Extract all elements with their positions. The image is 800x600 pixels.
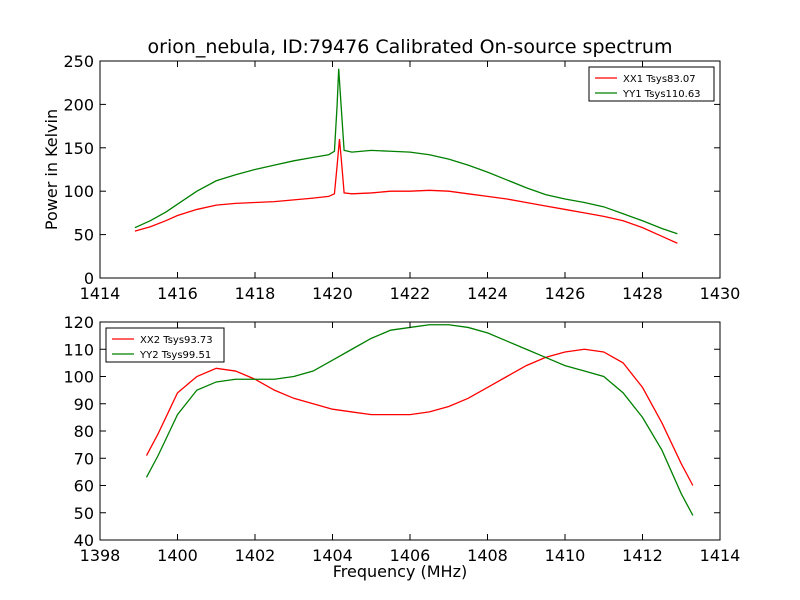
x-tick-label: 1404 (312, 546, 353, 565)
y-tick-label: 40 (74, 531, 94, 550)
y-tick-label: 110 (63, 340, 94, 359)
y-tick-label: 250 (63, 52, 94, 71)
legend-label: XX1 Tsys83.07 (623, 74, 696, 85)
y-tick-label: 100 (63, 368, 94, 387)
legend-box (105, 327, 225, 363)
x-tick-label: 1402 (235, 546, 276, 565)
y-axis-title: Power in Kelvin (42, 109, 61, 230)
x-tick-label: 1400 (157, 546, 198, 565)
series-line-2 (134, 68, 678, 235)
figure-title: orion_nebula, ID:79476 Calibrated On-sou… (148, 36, 673, 58)
legend-box (588, 66, 715, 102)
x-tick-label: 1410 (545, 546, 586, 565)
y-tick-label: 200 (63, 95, 94, 114)
legend: XX1 Tsys83.07 YY1 Tsys110.63 (588, 66, 715, 102)
y-tick-label: 60 (74, 477, 94, 496)
y-tick-label: 80 (74, 422, 94, 441)
chart-panel-2: 1398 1400 1402 1404 1406 1408 1410 1412 1414 40 50… (63, 313, 740, 581)
y-tick-label: 70 (74, 449, 94, 468)
x-tick-label: 1430 (700, 284, 741, 303)
x-tick-label: 1424 (467, 284, 508, 303)
x-tick-label: 1414 (700, 546, 741, 565)
legend: XX2 Tsys93.73 YY2 Tsys99.51 (105, 327, 225, 363)
x-tick-label: 1406 (390, 546, 431, 565)
series-line-1 (134, 139, 678, 244)
y-tick-label: 150 (63, 139, 94, 158)
x-axis-title: Frequency (MHz) (333, 562, 467, 581)
x-tick-label: 1412 (622, 546, 663, 565)
y-tick-label: 50 (74, 226, 94, 245)
plots-layer: 1414 1416 1418 1420 1422 1424 1426 1428 14300501… (42, 52, 740, 581)
x-tick-label: 1416 (157, 284, 198, 303)
x-tick-label: 1428 (622, 284, 663, 303)
x-tick-label: 1408 (467, 546, 508, 565)
y-tick-label: 120 (63, 313, 94, 332)
x-tick-label: 1426 (545, 284, 586, 303)
legend-label: XX2 Tsys93.73 (140, 335, 213, 346)
x-tick-label: 1420 (312, 284, 353, 303)
x-tick-label: 1422 (390, 284, 431, 303)
chart-panel-1: 1414 1416 1418 1420 1422 1424 1426 1428 1430 0 50 1… (42, 52, 740, 303)
x-tick-label: 1418 (235, 284, 276, 303)
y-tick-label: 50 (74, 504, 94, 523)
series-line-1 (145, 348, 694, 486)
x-tick-label: 1398 (80, 546, 121, 565)
legend-label: YY1 Tsys110.63 (622, 89, 701, 100)
y-tick-label: 0 (84, 269, 94, 288)
x-tick-label: 1414 (80, 284, 121, 303)
y-tick-label: 90 (74, 395, 94, 414)
y-tick-label: 100 (63, 182, 94, 201)
legend-label: YY2 Tsys99.51 (139, 350, 211, 361)
